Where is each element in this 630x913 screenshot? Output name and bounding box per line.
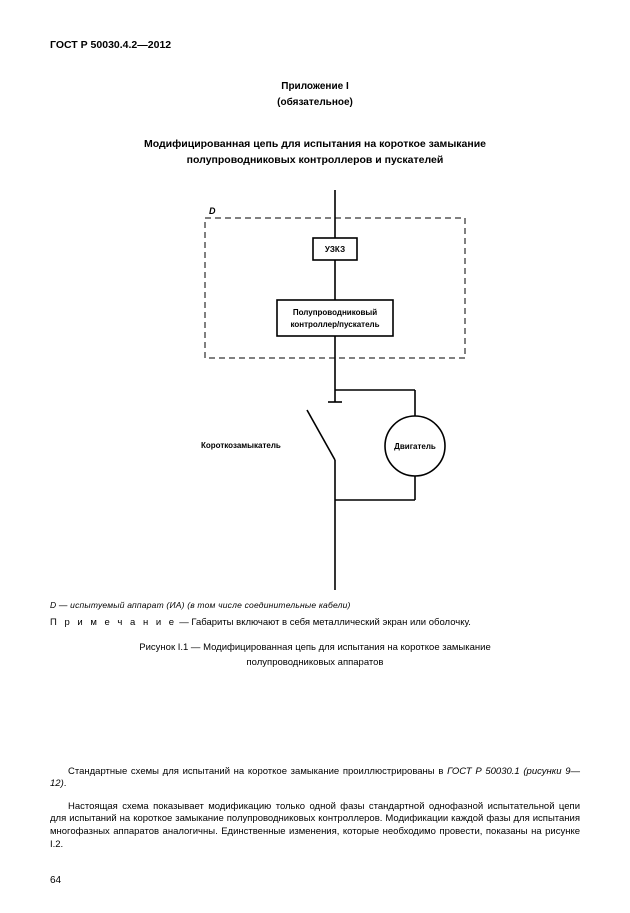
- document-page: ГОСТ Р 50030.4.2—2012 Приложение I (обяз…: [0, 0, 630, 913]
- body-text: Стандартные схемы для испытаний на корот…: [50, 756, 580, 854]
- appendix-type: (обязательное): [50, 96, 580, 110]
- note-rest: — Габариты включают в себя металлический…: [177, 617, 471, 628]
- note-line: П р и м е ч а н и е — Габариты включают …: [50, 617, 580, 630]
- para-1: Стандартные схемы для испытаний на корот…: [50, 766, 580, 792]
- para1-a: Стандартные схемы для испытаний на корот…: [68, 766, 447, 777]
- svg-text:Полупроводниковый: Полупроводниковый: [293, 308, 377, 317]
- section-title-line2: полупроводниковых контроллеров и пускате…: [50, 153, 580, 167]
- circuit-svg: D УЗКЗ Полупроводниковый контроллер/пускате…: [135, 190, 495, 590]
- para-2: Настоящая схема показывает модификацию т…: [50, 801, 580, 852]
- circuit-diagram: D УЗКЗ Полупроводниковый контроллер/пускате…: [135, 190, 495, 590]
- svg-text:Двигатель: Двигатель: [394, 442, 436, 451]
- note-spaced: П р и м е ч а н и е: [50, 617, 177, 628]
- svg-text:УЗКЗ: УЗКЗ: [325, 245, 345, 254]
- para1-b: .: [64, 778, 67, 789]
- svg-text:контроллер/пускатель: контроллер/пускатель: [290, 320, 379, 329]
- page-number: 64: [50, 874, 61, 888]
- legend-d: D — испытуемый аппарат (ИА) (в том числе…: [50, 600, 580, 611]
- figure-caption-line2: полупроводниковых аппаратов: [50, 657, 580, 670]
- figure-caption-line1: Рисунок I.1 — Модифицированная цепь для …: [50, 642, 580, 655]
- section-title-line1: Модифицированная цепь для испытания на к…: [50, 137, 580, 151]
- standard-header: ГОСТ Р 50030.4.2—2012: [50, 38, 580, 52]
- svg-text:D: D: [209, 206, 216, 216]
- legend-d-text: D — испытуемый аппарат (ИА) (в том числе…: [50, 600, 351, 610]
- svg-text:Короткозамыкатель: Короткозамыкатель: [201, 441, 281, 450]
- appendix-label: Приложение I: [50, 80, 580, 94]
